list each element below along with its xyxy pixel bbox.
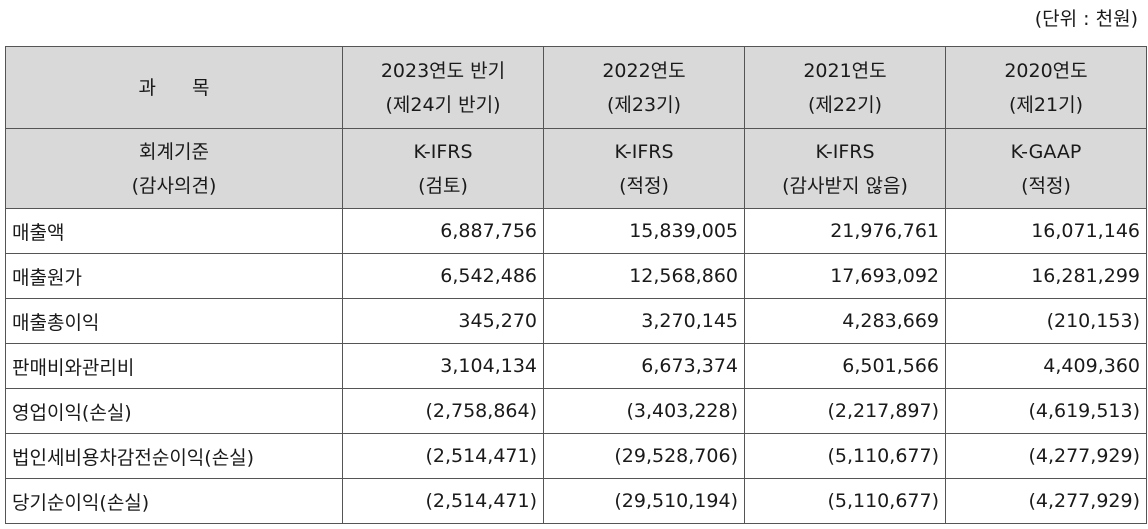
audit-opinion: (검토) xyxy=(418,174,468,197)
value-cell: (5,110,677) xyxy=(744,478,946,524)
value-cell: (2,514,471) xyxy=(342,478,544,524)
period-term: (제23기) xyxy=(607,93,681,116)
table-row: 매출총이익 345,270 3,270,145 4,283,669 (210,1… xyxy=(5,298,1147,344)
audit-opinion: (적정) xyxy=(619,174,669,197)
period-term: (제21기) xyxy=(1009,93,1083,116)
period-year: 2023연도 반기 xyxy=(380,59,506,82)
value-cell: (4,619,513) xyxy=(945,388,1147,434)
value-cell: 12,568,860 xyxy=(543,253,745,299)
period-header-cell: 2023연도 반기 (제24기 반기) xyxy=(342,46,544,129)
value-cell: 17,693,092 xyxy=(744,253,946,299)
table-row: 당기순이익(손실) (2,514,471) (29,510,194) (5,11… xyxy=(5,478,1147,524)
value-cell: 3,104,134 xyxy=(342,343,544,389)
table-row: 매출원가 6,542,486 12,568,860 17,693,092 16,… xyxy=(5,253,1147,299)
value-cell: 21,976,761 xyxy=(744,208,946,254)
row-label: 판매비와관리비 xyxy=(5,343,343,389)
audit-opinion: (적정) xyxy=(1021,174,1071,197)
value-cell: (2,758,864) xyxy=(342,388,544,434)
table-row: 판매비와관리비 3,104,134 6,673,374 6,501,566 4,… xyxy=(5,343,1147,389)
value-cell: (4,277,929) xyxy=(945,433,1147,479)
row-label: 매출원가 xyxy=(5,253,343,299)
value-cell: (3,403,228) xyxy=(543,388,745,434)
row-label: 당기순이익(손실) xyxy=(5,478,343,524)
value-cell: 345,270 xyxy=(342,298,544,344)
value-cell: 15,839,005 xyxy=(543,208,745,254)
opinion-label: (감사의견) xyxy=(131,174,217,197)
period-year: 2022연도 xyxy=(602,59,686,82)
period-year: 2021연도 xyxy=(803,59,887,82)
row-label: 매출총이익 xyxy=(5,298,343,344)
accounting-standard: K-GAAP xyxy=(1010,140,1082,163)
period-year: 2020연도 xyxy=(1004,59,1088,82)
value-cell: (29,528,706) xyxy=(543,433,745,479)
unit-note: (단위 : 천원) xyxy=(1034,8,1138,30)
standard-label-cell: 회계기준 (감사의견) xyxy=(5,128,343,209)
subject-header-left: 과 xyxy=(138,76,156,99)
period-header-cell: 2020연도 (제21기) xyxy=(945,46,1147,129)
value-cell: 6,887,756 xyxy=(342,208,544,254)
value-cell: (2,217,897) xyxy=(744,388,946,434)
value-cell: 3,270,145 xyxy=(543,298,745,344)
audit-opinion: (감사받지 않음) xyxy=(782,174,908,197)
standard-cell: K-GAAP (적정) xyxy=(945,128,1147,209)
accounting-standard: K-IFRS xyxy=(815,140,875,163)
value-cell: (29,510,194) xyxy=(543,478,745,524)
value-cell: 16,281,299 xyxy=(945,253,1147,299)
value-cell: 4,283,669 xyxy=(744,298,946,344)
standard-cell: K-IFRS (감사받지 않음) xyxy=(744,128,946,209)
value-cell: 16,071,146 xyxy=(945,208,1147,254)
value-cell: (2,514,471) xyxy=(342,433,544,479)
value-cell: (4,277,929) xyxy=(945,478,1147,524)
table-row: 영업이익(손실) (2,758,864) (3,403,228) (2,217,… xyxy=(5,388,1147,434)
value-cell: 4,409,360 xyxy=(945,343,1147,389)
value-cell: 6,542,486 xyxy=(342,253,544,299)
period-header-cell: 2021연도 (제22기) xyxy=(744,46,946,129)
value-cell: 6,501,566 xyxy=(744,343,946,389)
period-term: (제22기) xyxy=(808,93,882,116)
accounting-standard: K-IFRS xyxy=(413,140,473,163)
table-row: 법인세비용차감전순이익(손실) (2,514,471) (29,528,706)… xyxy=(5,433,1147,479)
value-cell: (210,153) xyxy=(945,298,1147,344)
row-label: 매출액 xyxy=(5,208,343,254)
row-label: 영업이익(손실) xyxy=(5,388,343,434)
table-row: 매출액 6,887,756 15,839,005 21,976,761 16,0… xyxy=(5,208,1147,254)
subject-header-right: 목 xyxy=(192,76,210,99)
standard-label: 회계기준 xyxy=(139,140,209,163)
period-term: (제24기 반기) xyxy=(385,93,501,116)
value-cell: 6,673,374 xyxy=(543,343,745,389)
header-row-standard: 회계기준 (감사의견) K-IFRS (검토) K-IFRS (적정) K-IF… xyxy=(5,128,1147,209)
standard-cell: K-IFRS (적정) xyxy=(543,128,745,209)
row-label: 법인세비용차감전순이익(손실) xyxy=(5,433,343,479)
value-cell: (5,110,677) xyxy=(744,433,946,479)
standard-cell: K-IFRS (검토) xyxy=(342,128,544,209)
period-header-cell: 2022연도 (제23기) xyxy=(543,46,745,129)
accounting-standard: K-IFRS xyxy=(614,140,674,163)
